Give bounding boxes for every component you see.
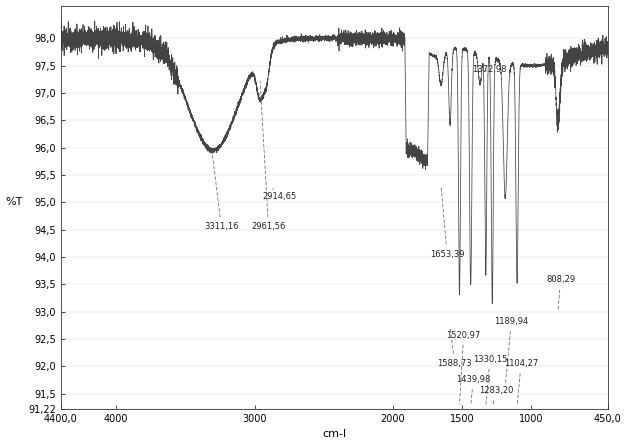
- Text: 3311,16: 3311,16: [204, 151, 239, 231]
- Text: 1439,98: 1439,98: [456, 375, 490, 405]
- Text: 808,29: 808,29: [546, 275, 575, 309]
- Text: 1283,20: 1283,20: [479, 386, 514, 405]
- Text: 1653,39: 1653,39: [429, 187, 464, 259]
- Text: 1330,15: 1330,15: [473, 355, 507, 405]
- Text: 2914,65: 2914,65: [263, 189, 297, 201]
- Text: 1189,94: 1189,94: [494, 317, 529, 384]
- Y-axis label: %T: %T: [6, 197, 23, 207]
- Text: 1372,98: 1372,98: [472, 65, 507, 74]
- Text: 1104,27: 1104,27: [504, 359, 538, 405]
- X-axis label: cm-l: cm-l: [322, 429, 346, 440]
- Text: 1520,97: 1520,97: [446, 331, 481, 405]
- Text: 1588,73: 1588,73: [437, 328, 472, 368]
- Text: 2961,56: 2961,56: [251, 81, 286, 231]
